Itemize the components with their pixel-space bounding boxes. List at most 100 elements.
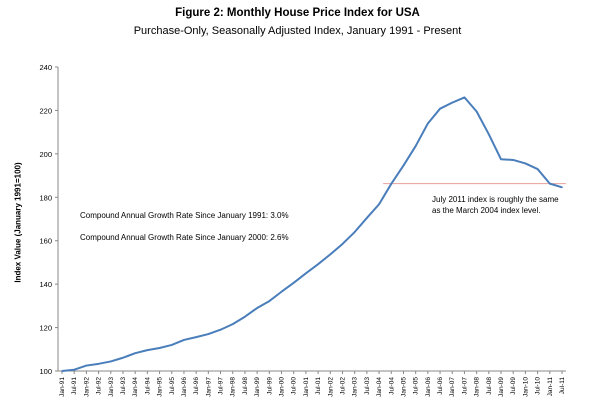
data-point: [109, 360, 112, 363]
x-tick-label: Jul-02: [339, 377, 346, 395]
data-point: [366, 217, 368, 219]
data-point: [73, 368, 75, 371]
data-point: [463, 96, 466, 99]
x-tick-label: Jan-11: [547, 377, 554, 397]
data-point: [329, 253, 332, 256]
data-point: [268, 300, 271, 302]
data-point: [561, 186, 563, 189]
data-point: [244, 315, 246, 318]
x-tick-label: Jan-95: [157, 377, 164, 397]
data-point: [280, 290, 283, 293]
data-point: [256, 307, 258, 309]
x-tick-label: Jan-08: [474, 377, 481, 397]
axes: [57, 67, 566, 372]
data-point: [170, 344, 173, 346]
x-tick-label: Jul-91: [71, 377, 78, 395]
series-group: [61, 96, 563, 372]
cagr-1991-annotation: Compound Annual Growth Rate Since Januar…: [80, 211, 289, 220]
data-point: [292, 282, 295, 284]
x-tick-label: Jul-94: [144, 377, 151, 395]
x-tick-label: Jan-02: [327, 377, 334, 397]
data-point: [317, 263, 319, 265]
data-point: [390, 183, 393, 185]
x-tick-label: Jan-98: [230, 377, 237, 397]
x-tick-label: Jul-03: [364, 377, 371, 395]
x-tick-label: Jul-93: [120, 377, 127, 395]
x-tick-label: Jul-05: [413, 377, 420, 395]
x-tick-label: Jul-98: [242, 377, 249, 395]
data-point: [536, 168, 539, 170]
x-tick-label: Jul-06: [437, 377, 444, 395]
x-tick-label: Jul-10: [535, 377, 542, 395]
x-tick-label: Jul-92: [96, 377, 103, 395]
data-point: [488, 133, 490, 136]
data-point: [231, 323, 234, 325]
y-tick-label: 220: [39, 106, 52, 115]
data-point: [146, 349, 149, 351]
x-tick-label: Jul-01: [315, 377, 322, 395]
x-tick-label: Jan-92: [83, 377, 90, 397]
x-tick-label: Jul-04: [388, 377, 395, 395]
data-point: [207, 333, 210, 335]
data-point: [219, 328, 222, 331]
data-point: [451, 101, 454, 104]
y-tick-label: 160: [39, 237, 52, 246]
y-ticks: 100 120 140 160 180 200 220 240: [39, 63, 58, 376]
x-tick-label: Jan-94: [132, 377, 139, 397]
data-point: [122, 356, 124, 359]
data-point: [341, 243, 344, 245]
x-tick-label: Jul-11: [559, 377, 566, 395]
x-tick-label: Jul-08: [486, 377, 493, 395]
data-point: [475, 110, 478, 113]
chart-title: Figure 2: Monthly House Price Index for …: [175, 7, 420, 19]
y-tick-label: 180: [39, 193, 52, 202]
data-point: [524, 162, 527, 165]
data-point: [414, 145, 417, 147]
x-tick-label: Jan-93: [108, 377, 115, 397]
data-point: [427, 122, 429, 125]
cagr-2000-annotation: Compound Annual Growth Rate Since Januar…: [80, 233, 289, 242]
y-tick-label: 240: [39, 63, 52, 72]
x-tick-label: Jul-99: [266, 377, 273, 395]
x-tick-label: Jul-07: [461, 377, 468, 395]
x-tick-label: Jan-09: [498, 377, 505, 397]
x-tick-label: Jan-10: [522, 377, 529, 397]
data-point: [439, 107, 441, 110]
data-point: [158, 347, 161, 349]
x-tick-label: Jan-99: [254, 377, 261, 397]
x-tick-label: Jul-97: [218, 377, 225, 395]
x-tick-label: Jan-06: [425, 377, 432, 397]
y-tick-label: 120: [39, 324, 52, 333]
data-point: [549, 182, 551, 185]
x-tick-label: Jan-96: [181, 377, 188, 397]
data-point: [305, 272, 307, 275]
x-tick-label: Jan-91: [59, 377, 66, 397]
x-tick-label: Jul-00: [291, 377, 298, 395]
x-tick-label: Jul-95: [169, 377, 176, 395]
data-point: [378, 203, 380, 206]
data-point: [134, 352, 136, 354]
data-point: [85, 364, 88, 367]
x-ticks: Jan-91 Jul-91 Jan-92 Jul-92 Jan-93 Jul-93 Jan-…: [59, 371, 566, 397]
data-point: [402, 164, 405, 167]
x-tick-label: Jan-01: [303, 377, 310, 397]
data-point: [353, 231, 356, 233]
y-tick-label: 200: [39, 150, 52, 159]
x-tick-label: Jul-09: [510, 377, 517, 395]
x-tick-label: Jul-96: [193, 377, 200, 395]
data-point: [195, 336, 197, 338]
data-point: [97, 363, 100, 365]
series-line: [61, 96, 563, 372]
data-point: [512, 159, 515, 161]
x-tick-label: Jan-04: [376, 377, 383, 397]
chart-subtitle: Purchase-Only, Seasonally Adjusted Index…: [133, 25, 462, 37]
data-point: [183, 339, 185, 341]
data-point: [500, 158, 502, 161]
x-tick-label: Jan-97: [205, 377, 212, 397]
x-tick-label: Jan-03: [352, 377, 359, 397]
callout-annotation: July 2011 index is roughly the same as t…: [432, 195, 559, 215]
x-tick-label: Jan-05: [400, 377, 407, 397]
y-tick-label: 140: [39, 280, 52, 289]
y-tick-label: 100: [39, 367, 52, 376]
